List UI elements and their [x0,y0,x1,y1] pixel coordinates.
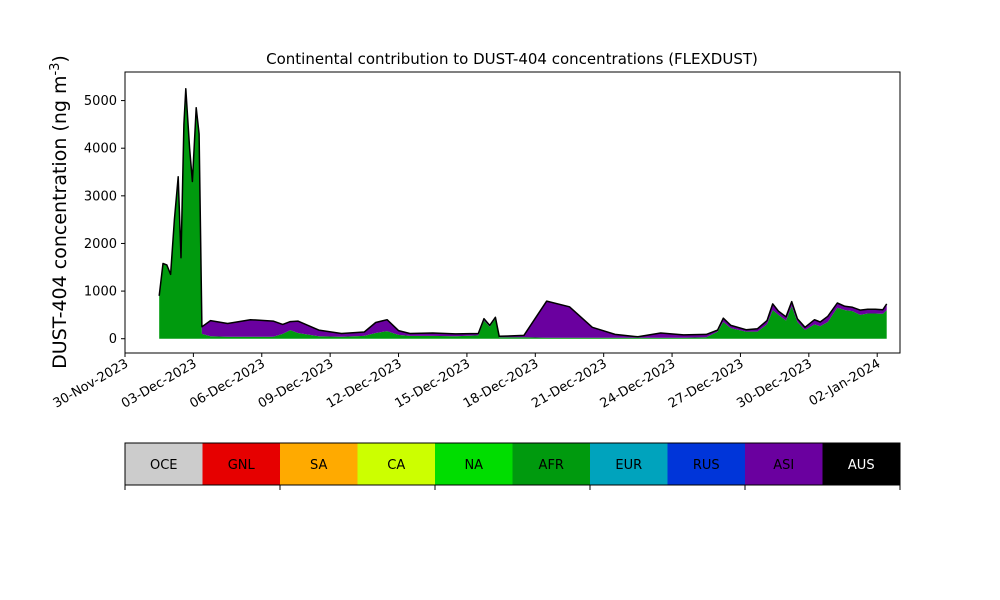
legend-label-asi: ASI [773,458,794,473]
x-tick-label: 02-Jan-2024 [807,356,884,409]
plot-frame [124,71,901,354]
y-axis-label: DUST-404 concentration (ng m-3) [48,55,72,369]
legend-label-ca: CA [387,458,405,473]
legend-label-sa: SA [310,458,327,473]
legend-swatch-aus [822,443,901,485]
y-tick-label: 4000 [84,142,117,157]
legend-label-eur: EUR [615,458,642,473]
y-tick-label: 5000 [84,94,117,109]
x-tick-label: 09-Dec-2023 [256,356,336,411]
legend-swatch-afr [512,443,591,485]
y-axis: 0 1000 2000 3000 4000 5000 [84,94,125,347]
area-series-asi [159,88,887,338]
legend-swatch-eur [590,443,668,485]
x-tick-label: 15-Dec-2023 [393,356,473,411]
legend-swatch-na [435,443,513,485]
area-series-afr [159,88,887,339]
x-tick-label: 21-Dec-2023 [529,356,609,411]
legend-label-oce: OCE [150,458,178,473]
legend-label-gnl: GNL [228,458,256,473]
legend-label-rus: RUS [693,458,720,473]
legend-frame [124,442,901,486]
x-axis: 30-Nov-202303-Dec-202306-Dec-202309-Dec-… [51,353,883,412]
x-tick-label: 18-Dec-2023 [461,356,541,411]
legend-swatch-ca [357,443,436,485]
chart-title: Continental contribution to DUST-404 con… [266,50,758,68]
x-tick-label: 12-Dec-2023 [324,356,404,411]
y-axis-label-exponent: -3 [48,63,63,76]
y-tick-label: 2000 [84,237,117,252]
color-legend: OCE GNL SA CA NA AFR EUR RUS ASI AUS [124,442,901,490]
legend-swatch-rus [667,443,746,485]
x-tick-label: 24-Dec-2023 [598,356,678,411]
y-tick-label: 0 [109,332,117,347]
y-axis-label-close: ) [49,55,71,62]
legend-swatch-oce [125,443,203,485]
y-axis-label-main: DUST-404 concentration (ng m [49,76,71,369]
x-tick-label: 03-Dec-2023 [119,356,199,411]
legend-label-na: NA [464,458,483,473]
legend-label-aus: AUS [848,458,875,473]
y-tick-label: 3000 [84,189,117,204]
plot-area [158,87,888,339]
total-concentration-line [158,87,888,338]
legend-label-afr: AFR [539,458,564,473]
x-tick-label: 27-Dec-2023 [666,356,746,411]
legend-swatch-gnl [202,443,281,485]
y-tick-label: 1000 [84,285,117,300]
x-tick-label: 06-Dec-2023 [187,356,267,411]
legend-swatch-asi [745,443,823,485]
x-tick-label: 30-Dec-2023 [734,356,814,411]
legend-swatch-sa [280,443,358,485]
